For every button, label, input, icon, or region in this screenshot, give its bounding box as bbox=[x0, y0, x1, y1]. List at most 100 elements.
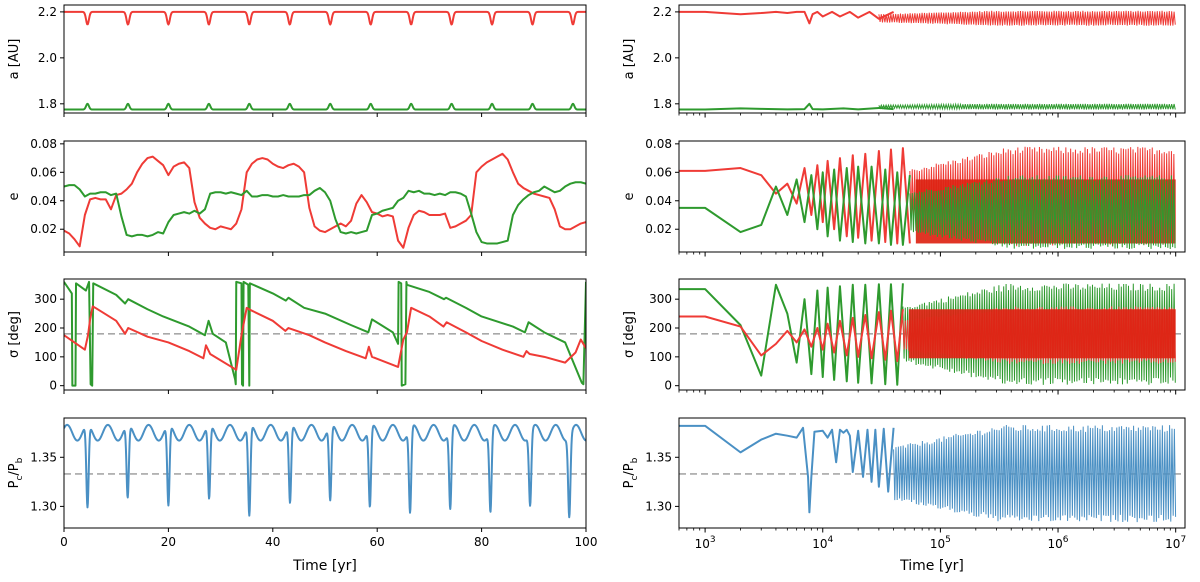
y-tick-label: 300 bbox=[649, 292, 672, 306]
y-axis-label-main: P bbox=[622, 480, 637, 488]
y-tick-label: 200 bbox=[34, 321, 57, 335]
series-line-b bbox=[679, 309, 904, 363]
x-tick-label: 80 bbox=[474, 535, 489, 549]
axes-frame bbox=[678, 140, 1186, 253]
x-tick-label-base: 10 bbox=[812, 537, 827, 551]
y-tick-label: 2.2 bbox=[38, 5, 57, 19]
panel-l2: 0 100 200 300 σ [deg] bbox=[7, 278, 587, 394]
x-tick-label-base: 10 bbox=[930, 537, 945, 551]
y-tick-label: 1.30 bbox=[645, 499, 672, 513]
plot-area bbox=[679, 146, 1176, 249]
y-tick-label: 0.08 bbox=[30, 137, 57, 151]
x-tick-label-exponent: 7 bbox=[1180, 535, 1186, 545]
y-tick-label: 1.35 bbox=[30, 450, 57, 464]
series-line-c bbox=[679, 102, 894, 111]
plot-area bbox=[679, 424, 1185, 523]
y-axis-label-main: P bbox=[7, 480, 22, 488]
y-tick-label: 2.2 bbox=[653, 5, 672, 19]
y-tick-label: 0.02 bbox=[30, 222, 57, 236]
y-axis-label-slash: /P bbox=[622, 463, 637, 475]
x-tick-label-exponent: 4 bbox=[828, 535, 834, 545]
y-axis-label-sub1: c bbox=[630, 476, 640, 481]
y-axis-label-sub1: c bbox=[15, 476, 25, 481]
series-line-b bbox=[64, 152, 586, 249]
x-tick-label: 106 bbox=[1048, 535, 1069, 551]
plot-area bbox=[679, 10, 1176, 111]
series-line-pcpb bbox=[64, 423, 586, 519]
x-tick-label: 104 bbox=[812, 535, 833, 551]
x-tick-label-base: 10 bbox=[695, 537, 710, 551]
x-axis-label: Time [yr] bbox=[899, 558, 964, 574]
y-axis-label-sub2: b bbox=[630, 457, 640, 463]
x-tick-label: 100 bbox=[575, 535, 598, 549]
y-axis-label: a [AU] bbox=[622, 39, 637, 80]
series-line-pcpb bbox=[679, 424, 895, 514]
x-tick-label: 103 bbox=[695, 535, 716, 551]
x-tick-label: 60 bbox=[370, 535, 385, 549]
x-tick-label-base: 10 bbox=[1048, 537, 1063, 551]
y-tick-label: 0 bbox=[49, 379, 57, 393]
plot-area bbox=[64, 280, 586, 387]
y-axis-label-slash: /P bbox=[7, 463, 22, 475]
y-tick-label: 200 bbox=[649, 321, 672, 335]
y-tick-label: 2.0 bbox=[38, 51, 57, 65]
y-tick-label: 1.8 bbox=[38, 97, 57, 111]
y-tick-label: 100 bbox=[34, 350, 57, 364]
series-line-b bbox=[64, 10, 586, 26]
axes-frame bbox=[678, 4, 1186, 114]
y-tick-label: 1.30 bbox=[30, 499, 57, 513]
y-tick-label: 300 bbox=[34, 292, 57, 306]
y-axis-label: e bbox=[7, 193, 22, 201]
panel-r0: 1.8 2.0 2.2 a [AU] bbox=[622, 4, 1186, 118]
x-tick-label-exponent: 5 bbox=[945, 535, 951, 545]
panel-l1: 0.02 0.04 0.06 0.08 e bbox=[7, 137, 587, 256]
x-tick-label: 40 bbox=[265, 535, 280, 549]
y-axis-label: e bbox=[622, 193, 637, 201]
y-tick-label: 1.35 bbox=[645, 450, 672, 464]
plot-area bbox=[64, 423, 586, 519]
axes-frame bbox=[63, 417, 587, 529]
panel-l0: 1.8 2.0 2.2 a [AU] bbox=[7, 4, 587, 117]
series-line-c bbox=[64, 181, 586, 245]
plot-area bbox=[679, 283, 1185, 386]
dense-oscillation-b bbox=[878, 10, 1176, 26]
dense-oscillation-c bbox=[909, 175, 1176, 249]
y-axis-label: Pc/Pb bbox=[622, 457, 640, 488]
axes-frame bbox=[63, 278, 587, 391]
plot-area bbox=[64, 10, 586, 111]
x-tick-label: 107 bbox=[1165, 535, 1186, 551]
series-line-b bbox=[679, 147, 911, 245]
x-tick-label-exponent: 3 bbox=[710, 535, 716, 545]
plot-area bbox=[64, 152, 586, 249]
y-tick-label: 0.08 bbox=[645, 137, 672, 151]
y-axis-label: σ [deg] bbox=[622, 311, 637, 358]
y-axis-label: Pc/Pb bbox=[7, 457, 25, 488]
axes-frame bbox=[678, 417, 1186, 529]
series-line-b bbox=[64, 305, 586, 371]
y-axis-label: a [AU] bbox=[7, 39, 22, 80]
y-axis-label: σ [deg] bbox=[7, 311, 22, 358]
dense-oscillation-pcpb bbox=[893, 424, 1177, 523]
x-tick-label: 20 bbox=[161, 535, 176, 549]
x-tick-label-exponent: 6 bbox=[1063, 535, 1069, 545]
y-tick-label: 100 bbox=[649, 350, 672, 364]
axes-frame bbox=[678, 278, 1186, 391]
y-axis-label-sub2: b bbox=[15, 457, 25, 463]
y-tick-label: 0.02 bbox=[645, 222, 672, 236]
y-tick-label: 2.0 bbox=[653, 51, 672, 65]
series-line-c bbox=[64, 280, 586, 387]
x-tick-label-base: 10 bbox=[1165, 537, 1180, 551]
x-tick-label: 0 bbox=[60, 535, 68, 549]
series-line-c bbox=[679, 165, 911, 246]
y-tick-label: 0.04 bbox=[645, 194, 672, 208]
y-tick-label: 1.8 bbox=[653, 97, 672, 111]
x-axis-label: Time [yr] bbox=[292, 558, 357, 574]
y-tick-label: 0.06 bbox=[645, 165, 672, 179]
panels-group: 1.82.02.2a [AU]0.020.040.060.08e01002003… bbox=[7, 4, 1186, 574]
panel-r1: 0.02 0.04 0.06 0.08 e bbox=[622, 137, 1186, 257]
y-tick-label: 0.04 bbox=[30, 194, 57, 208]
panel-l3: 1.30 1.35 Pc/Pb 0 20 40 60 80 100 Time [yr] bbox=[7, 417, 598, 574]
axes-frame bbox=[63, 4, 587, 114]
